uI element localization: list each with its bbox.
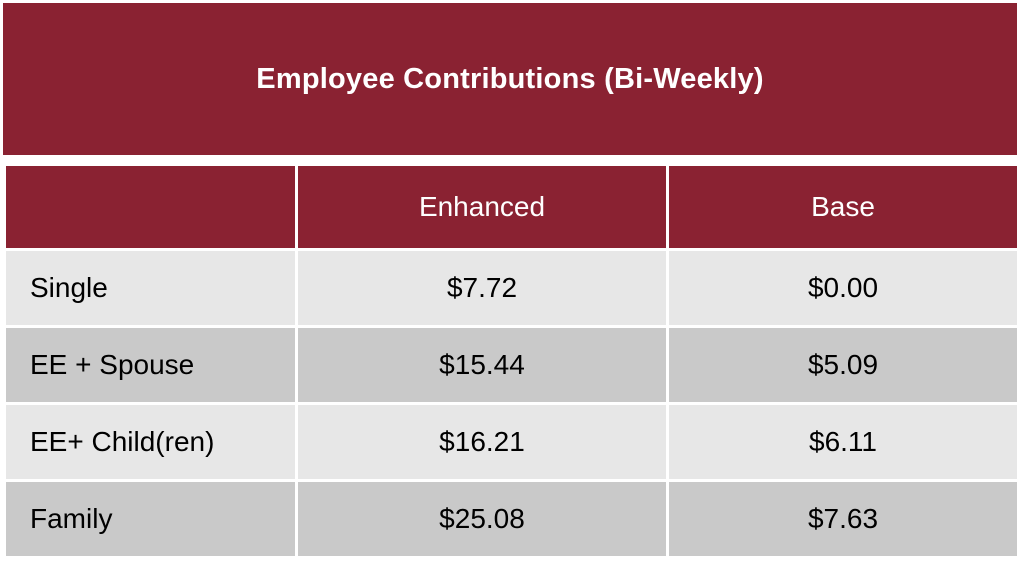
base-value: $7.63 — [666, 479, 1020, 559]
enhanced-value: $25.08 — [295, 479, 669, 559]
row-label: EE+ Child(ren) — [3, 402, 298, 482]
contributions-table-container: Employee Contributions (Bi-Weekly) Enhan… — [3, 3, 1020, 559]
enhanced-value: $15.44 — [295, 325, 669, 405]
table-title: Employee Contributions (Bi-Weekly) — [3, 3, 1017, 155]
base-value: $5.09 — [666, 325, 1020, 405]
table-row: EE+ Child(ren) $16.21 $6.11 — [3, 402, 1020, 482]
table-header-row: Enhanced Base — [3, 163, 1020, 251]
row-label: EE + Spouse — [3, 325, 298, 405]
base-value: $6.11 — [666, 402, 1020, 482]
table-row: Family $25.08 $7.63 — [3, 479, 1020, 559]
header-cell-blank — [3, 163, 298, 251]
header-cell-base: Base — [666, 163, 1020, 251]
row-label: Family — [3, 479, 298, 559]
contributions-table: Enhanced Base Single $7.72 $0.00 EE + Sp… — [3, 163, 1020, 559]
row-label: Single — [3, 248, 298, 328]
base-value: $0.00 — [666, 248, 1020, 328]
enhanced-value: $16.21 — [295, 402, 669, 482]
title-gap — [3, 155, 1017, 163]
table-title-text: Employee Contributions (Bi-Weekly) — [256, 62, 764, 95]
table-row: Single $7.72 $0.00 — [3, 248, 1020, 328]
enhanced-value: $7.72 — [295, 248, 669, 328]
header-cell-enhanced: Enhanced — [295, 163, 669, 251]
table-row: EE + Spouse $15.44 $5.09 — [3, 325, 1020, 405]
